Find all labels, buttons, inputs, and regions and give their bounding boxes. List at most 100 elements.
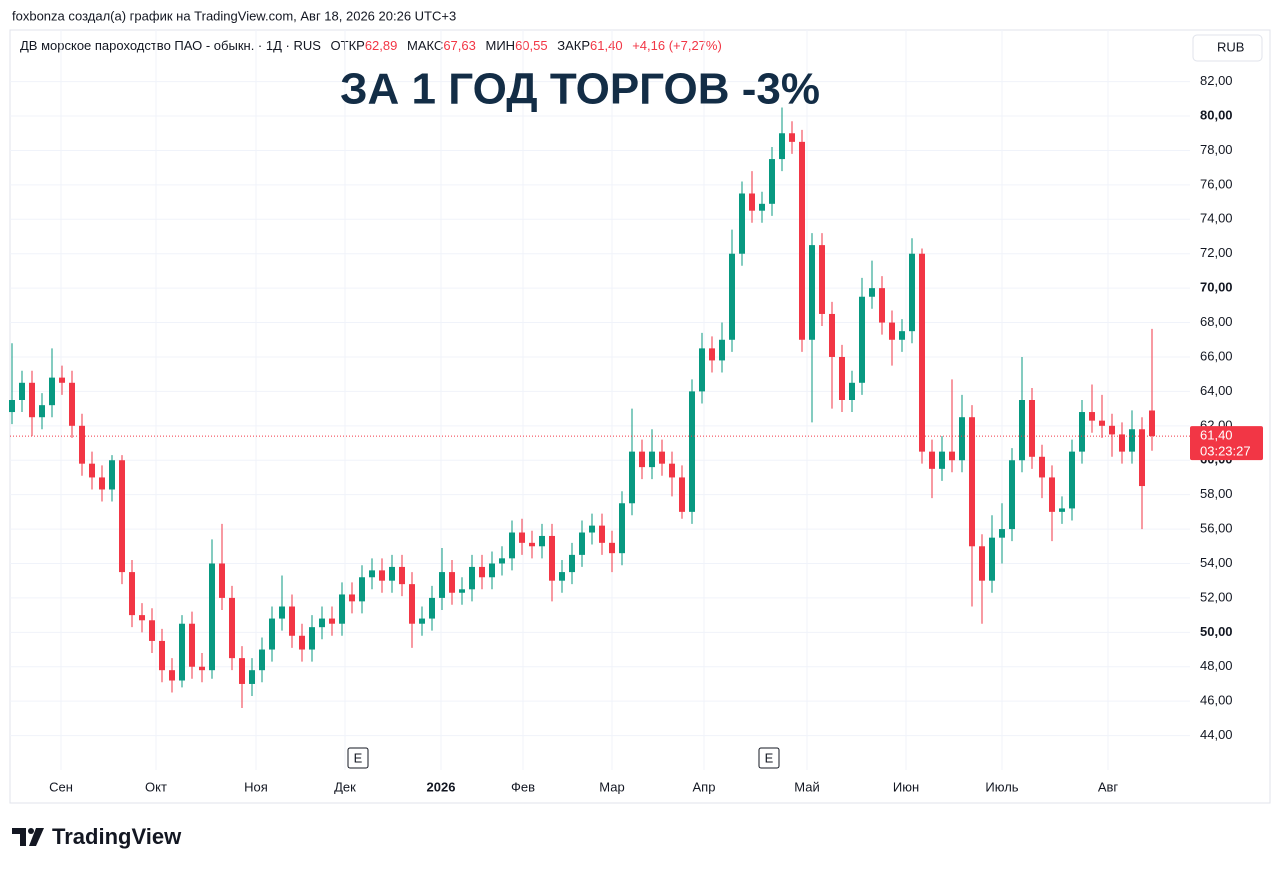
- candle-body: [19, 382, 25, 400]
- candle-body: [459, 589, 465, 593]
- candle-body: [999, 529, 1005, 538]
- candle-body: [399, 566, 405, 585]
- candle-body: [1149, 410, 1155, 437]
- candle-body: [469, 566, 475, 590]
- candle-body: [489, 563, 495, 578]
- candle-body: [629, 451, 635, 504]
- candle-body: [749, 193, 755, 211]
- candle-body: [49, 377, 55, 406]
- candle-body: [829, 313, 835, 357]
- chart-frame: [9, 29, 1271, 804]
- candle-body: [909, 253, 915, 332]
- candle-body: [199, 666, 205, 671]
- x-tick-label: Июль: [985, 779, 1018, 794]
- candle-body: [779, 133, 785, 160]
- legend-value: 61,40: [590, 38, 623, 53]
- event-label: E: [354, 750, 363, 765]
- x-tick-label: Апр: [693, 779, 716, 794]
- candle-body: [39, 405, 45, 418]
- candle-body: [309, 627, 315, 650]
- candle-body: [799, 141, 805, 340]
- candle-body: [439, 572, 445, 598]
- x-tick-label: Июн: [893, 779, 919, 794]
- candle-body: [279, 606, 285, 619]
- candle-body: [369, 570, 375, 578]
- candle-body: [839, 356, 845, 400]
- y-tick-label: 58,00: [1200, 486, 1233, 501]
- candle-body: [1069, 451, 1075, 509]
- candle-body: [739, 193, 745, 254]
- legend-label: МИН: [486, 38, 516, 53]
- candle-body: [1029, 400, 1035, 457]
- y-tick-label: 72,00: [1200, 245, 1233, 260]
- y-tick-label: 76,00: [1200, 176, 1233, 191]
- brand-logo: TradingView: [12, 824, 182, 849]
- candle-body: [1119, 434, 1125, 452]
- logo-mark: [28, 828, 34, 834]
- candle-body: [419, 618, 425, 624]
- candle-body: [699, 348, 705, 392]
- candle-body: [179, 623, 185, 681]
- candle-body: [169, 670, 175, 681]
- candle-body: [1099, 420, 1105, 426]
- candle-body: [259, 649, 265, 671]
- y-tick-label: 44,00: [1200, 727, 1233, 742]
- candle-body: [509, 532, 515, 559]
- candle-body: [729, 253, 735, 340]
- candle-body: [29, 382, 35, 418]
- x-tick-label: Дек: [334, 779, 356, 794]
- candle-body: [149, 620, 155, 641]
- candle-body: [59, 377, 65, 383]
- candle-body: [209, 563, 215, 671]
- candle-body: [1139, 429, 1145, 487]
- legend-value: 60,55: [515, 38, 548, 53]
- candle-body: [709, 348, 715, 361]
- candle-body: [1049, 477, 1055, 512]
- candle-body: [859, 296, 865, 383]
- candle-body: [219, 563, 225, 598]
- candle-body: [1039, 456, 1045, 478]
- y-tick-label: 70,00: [1200, 280, 1233, 295]
- x-tick-label: Окт: [145, 779, 167, 794]
- y-tick-label: 48,00: [1200, 658, 1233, 673]
- candle-body: [559, 572, 565, 581]
- candle-body: [569, 554, 575, 573]
- x-tick-label: Авг: [1098, 779, 1119, 794]
- legend-value: 67,63: [443, 38, 476, 53]
- candle-body: [769, 159, 775, 204]
- attribution: foxbonza создал(а) график на TradingView…: [12, 8, 456, 23]
- y-tick-label: 50,00: [1200, 624, 1233, 639]
- candle-body: [1129, 429, 1135, 452]
- x-tick-label: Сен: [49, 779, 73, 794]
- candle-body: [639, 451, 645, 468]
- candle-body: [619, 503, 625, 554]
- logo-mark: [29, 828, 44, 846]
- candle-body: [979, 546, 985, 581]
- chart-title: ЗА 1 ГОД ТОРГОВ -3%: [340, 65, 820, 114]
- candle-body: [609, 542, 615, 554]
- y-tick-label: 68,00: [1200, 314, 1233, 329]
- candle-body: [959, 417, 965, 461]
- event-label: E: [765, 750, 774, 765]
- currency-label[interactable]: RUB: [1217, 39, 1244, 54]
- x-tick-label: 2026: [427, 779, 456, 794]
- candle-body: [449, 572, 455, 593]
- y-tick-label: 52,00: [1200, 589, 1233, 604]
- candle-body: [389, 566, 395, 581]
- y-tick-label: 78,00: [1200, 142, 1233, 157]
- candle-body: [89, 463, 95, 478]
- last-price-box: [1190, 426, 1263, 461]
- candle-body: [189, 623, 195, 667]
- candle-body: [549, 535, 555, 581]
- candle-body: [239, 658, 245, 684]
- candle-body: [919, 253, 925, 452]
- candle-body: [519, 532, 525, 543]
- legend-value: 62,89: [365, 38, 398, 53]
- candle-body: [339, 594, 345, 624]
- candle-body: [1009, 460, 1015, 530]
- y-tick-label: 54,00: [1200, 555, 1233, 570]
- y-tick-label: 64,00: [1200, 383, 1233, 398]
- currency-button[interactable]: [1192, 34, 1263, 62]
- candle-body: [849, 382, 855, 400]
